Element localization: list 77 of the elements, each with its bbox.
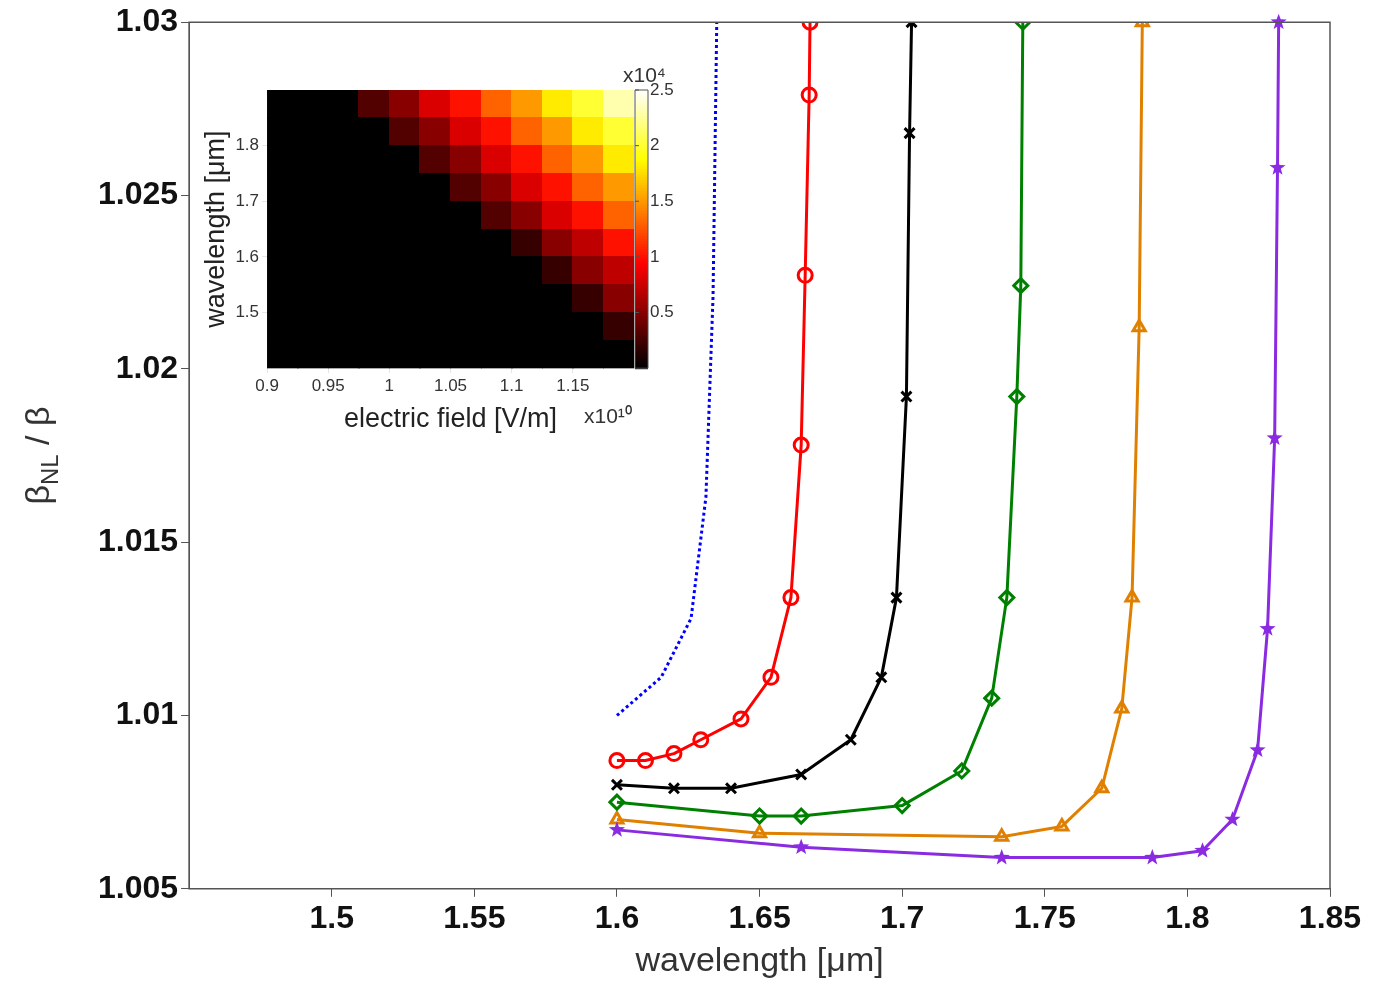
point [903, 126, 917, 140]
color-bar-label: 2 [650, 135, 660, 155]
point [608, 821, 626, 837]
x-tick-label: 1.1 [499, 376, 524, 396]
color-bar-label: 0.5 [650, 302, 674, 322]
x-tick-label: 1.05 [433, 376, 468, 396]
point [792, 807, 810, 825]
point [1131, 318, 1147, 333]
y-tick-label: 1.03 [115, 2, 179, 39]
point [993, 849, 1010, 865]
point [1259, 620, 1276, 636]
x-tick-label: 1.5 [309, 898, 354, 935]
x-axis-title: electric field [V/m] [343, 403, 558, 434]
y-tick-label: 1.6 [235, 246, 260, 266]
point [732, 710, 750, 728]
point [1008, 388, 1026, 406]
annotation: x10¹⁰ [584, 404, 632, 428]
point [800, 86, 818, 104]
point [1094, 779, 1110, 794]
color-bar-label: 1 [650, 246, 660, 266]
x-tick-label: 1.65 [728, 898, 791, 935]
point [608, 793, 626, 811]
point [1114, 700, 1130, 714]
point [1012, 277, 1030, 295]
point [608, 752, 626, 770]
point [762, 668, 780, 686]
y-axis-title: wavelength [μm] [199, 130, 230, 329]
point [844, 733, 858, 747]
point [893, 797, 911, 815]
x-axis-title: wavelength [μm] [634, 939, 884, 978]
x-tick-label: 0.9 [255, 376, 279, 396]
y-tick-label: 1.005 [98, 868, 179, 905]
x-tick-label: 1.8 [1165, 898, 1210, 935]
point [998, 589, 1016, 607]
y-tick-label: 1.8 [235, 135, 260, 155]
point [793, 838, 810, 855]
y-axis-title: βNL / β [18, 406, 64, 505]
x-tick-label: 1.55 [443, 898, 506, 935]
x-tick-label: 1.85 [1298, 898, 1362, 935]
y-tick-label: 1.025 [98, 175, 179, 212]
point [667, 781, 681, 795]
point [890, 591, 903, 605]
point [874, 670, 888, 684]
y-tick-label: 1.5 [235, 302, 260, 322]
point [796, 266, 814, 284]
point [692, 731, 710, 749]
y-tick-label: 1.7 [235, 190, 260, 210]
point [751, 807, 769, 825]
point [610, 778, 624, 792]
point [1054, 817, 1070, 832]
point [751, 824, 768, 839]
y-tick-label: 1.015 [98, 521, 179, 558]
y-tick-label: 1.01 [115, 695, 179, 732]
point [792, 436, 810, 454]
x-tick-label: 1.7 [879, 898, 925, 935]
point [1224, 810, 1241, 827]
point [983, 689, 1001, 707]
point [724, 781, 738, 795]
point [899, 390, 913, 404]
x-tick-label: 1.6 [594, 898, 640, 935]
point [1124, 589, 1140, 603]
x-tick-label: 1 [384, 376, 395, 396]
point [1144, 849, 1161, 865]
point [782, 589, 800, 607]
x-tick-label: 0.95 [311, 376, 345, 396]
x-tick-label: 1.75 [1013, 898, 1076, 935]
point [953, 762, 971, 780]
y-tick-label: 1.02 [115, 348, 179, 385]
point [636, 752, 654, 770]
point [994, 828, 1010, 842]
color-bar-label: 1.5 [650, 190, 674, 210]
point [665, 745, 683, 763]
x-tick-label: 1.15 [556, 376, 590, 396]
point [1194, 842, 1211, 858]
point [1249, 741, 1266, 758]
point [794, 767, 808, 781]
point [609, 810, 625, 825]
